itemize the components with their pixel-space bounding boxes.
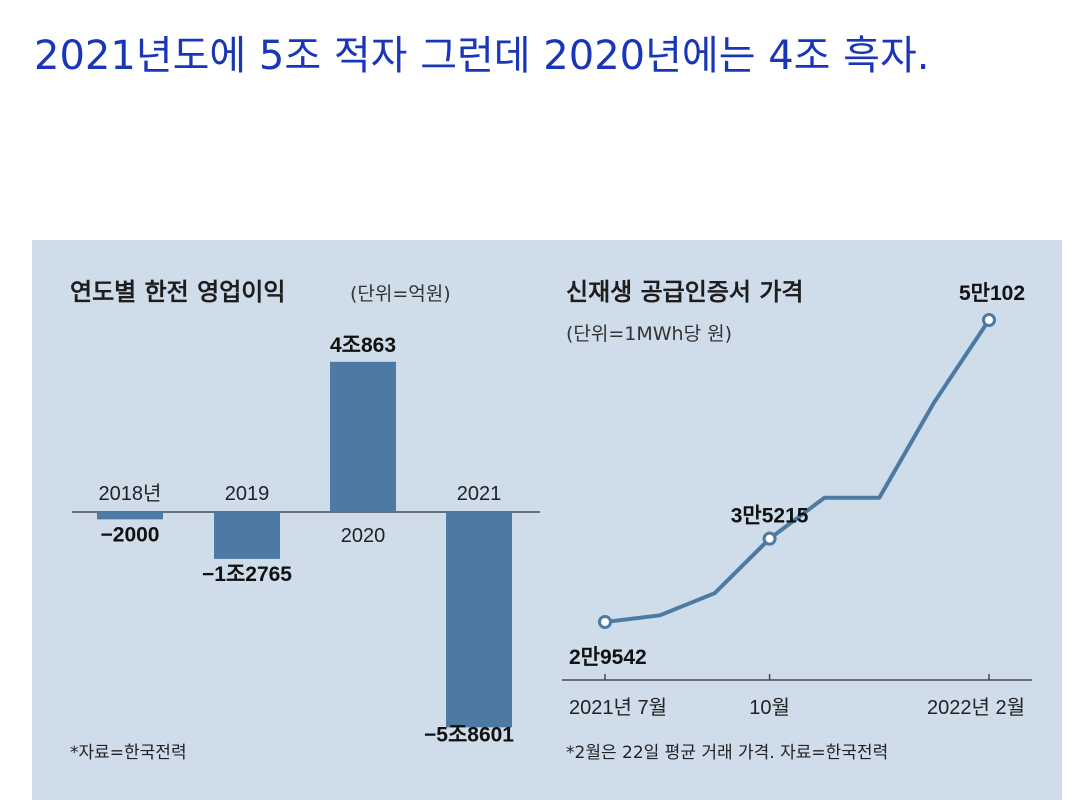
bar-chart-unit: (단위=억원) <box>350 283 451 305</box>
x-tick-label: 10월 <box>749 696 790 719</box>
line-value-label: 2만9542 <box>569 646 647 669</box>
bar-value-label: −2000 <box>101 523 160 546</box>
bar-category-label: 2021 <box>457 483 502 505</box>
x-tick-label: 2021년 7월 <box>569 696 667 719</box>
bar-2020 <box>330 361 396 512</box>
charts-svg: 연도별 한전 영업이익 (단위=억원) 2018년 −2000 2019 −1조276… <box>70 278 1032 763</box>
bar-2018년 <box>97 512 163 520</box>
bar-chart-source: *자료=한국전력 <box>70 743 187 763</box>
bar-2021 <box>446 512 512 728</box>
line-chart-title: 신재생 공급인증서 가격 <box>566 278 804 306</box>
line-value-label: 3만5215 <box>731 505 809 528</box>
bar-2019 <box>214 512 280 559</box>
bar-value-label: −5조8601 <box>424 723 514 746</box>
line-marker <box>762 531 777 546</box>
line-value-label: 5만102 <box>959 282 1025 305</box>
bar-category-label: 2018년 <box>99 482 162 505</box>
bar-value-label: 4조863 <box>330 334 396 357</box>
bar-chart-title: 연도별 한전 영업이익 <box>70 278 285 306</box>
bar-category-label: 2020 <box>341 525 386 547</box>
bar-value-label: −1조2765 <box>202 563 292 586</box>
line-marker <box>598 615 612 629</box>
line-chart: 신재생 공급인증서 가격 (단위=1MWh당 원) 2021년 7월 10월 202… <box>562 278 1032 763</box>
bar-category-label: 2019 <box>225 483 270 505</box>
line-marker <box>982 313 997 327</box>
x-tick-label: 2022년 2월 <box>927 696 1025 719</box>
line-chart-unit: (단위=1MWh당 원) <box>566 323 732 345</box>
bar-chart: 연도별 한전 영업이익 (단위=억원) 2018년 −2000 2019 −1조276… <box>70 278 540 763</box>
infographic-panel: 연도별 한전 영업이익 (단위=억원) 2018년 −2000 2019 −1조276… <box>32 240 1062 800</box>
headline: 2021년도에 5조 적자 그런데 2020년에는 4조 흑자. <box>34 33 930 79</box>
line-chart-note: *2월은 22일 평균 거래 가격. 자료=한국전력 <box>566 743 888 763</box>
line-series <box>604 318 991 624</box>
